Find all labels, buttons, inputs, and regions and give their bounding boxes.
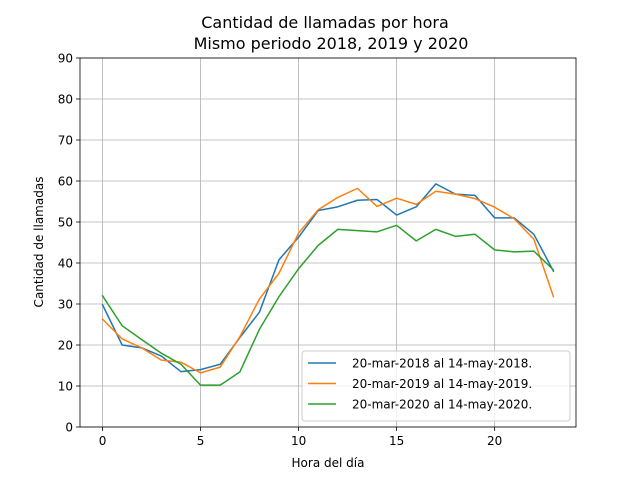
y-tick-label: 70 (58, 134, 73, 148)
series-lines (101, 183, 555, 386)
axis-ticks: 0 5 10 15 20 0 10 20 30 40 50 60 70 80 90 (58, 52, 503, 449)
y-tick-label: 10 (58, 380, 73, 394)
x-tick-label: 0 (99, 434, 107, 448)
legend-label-2: 20-mar-2019 al 14-may-2019. (352, 377, 532, 391)
chart-title: Cantidad de llamadas por hora (201, 13, 449, 32)
y-tick-label: 80 (58, 93, 73, 107)
y-tick-label: 30 (58, 298, 73, 312)
y-tick-label: 60 (58, 175, 73, 189)
legend-label-1: 20-mar-2018 al 14-may-2018. (352, 357, 532, 371)
x-axis-label: Hora del día (292, 456, 365, 470)
y-tick-label: 20 (58, 339, 73, 353)
legend-box (301, 350, 571, 422)
x-tick-label: 20 (487, 434, 502, 448)
plot-frame (79, 57, 577, 428)
y-tick-label: 40 (58, 257, 73, 271)
series-line-1 (101, 183, 555, 373)
legend-label-3: 20-mar-2020 al 14-may-2020. (352, 398, 532, 412)
y-tick-label: 90 (58, 52, 73, 66)
series-line-3 (101, 224, 555, 386)
chart-subtitle: Mismo periodo 2018, 2019 y 2020 (194, 34, 469, 53)
x-tick-label: 5 (197, 434, 205, 448)
x-tick-label: 10 (291, 434, 306, 448)
x-tick-label: 15 (389, 434, 404, 448)
legend: 20-mar-2018 al 14-may-2018. 20-mar-2019 a… (301, 350, 571, 422)
y-axis-label: Cantidad de llamadas (32, 177, 46, 308)
y-tick-label: 50 (58, 216, 73, 230)
y-tick-label: 0 (65, 421, 73, 435)
